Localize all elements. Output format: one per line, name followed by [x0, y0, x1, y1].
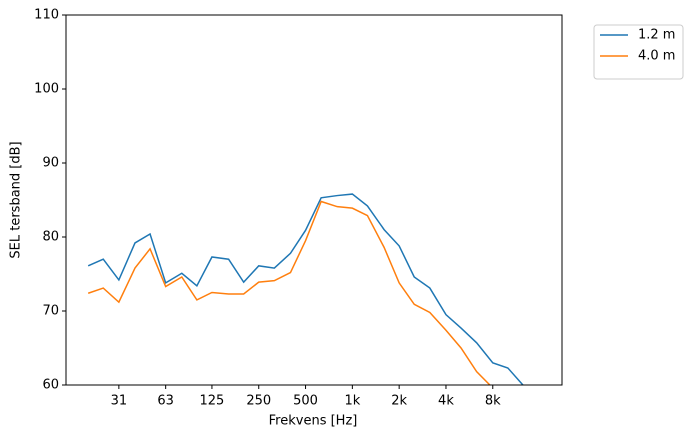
x-tick-label: 2k [391, 394, 407, 409]
x-axis-label: Frekvens [Hz] [269, 414, 358, 429]
series-line [87, 193, 524, 385]
series-line [87, 200, 491, 385]
legend-label: 1.2 m [638, 28, 675, 43]
plot-frame [65, 14, 563, 386]
legend-box [593, 24, 684, 80]
y-tick-label: 80 [42, 230, 59, 245]
x-tick-label: 8k [485, 394, 501, 409]
plot-lines [87, 193, 524, 385]
x-tick-label: 500 [293, 394, 318, 409]
y-tick-label: 60 [42, 378, 59, 393]
y-tick-label: 110 [34, 8, 59, 23]
y-tick-label: 70 [42, 304, 59, 319]
y-tick-label: 90 [42, 156, 59, 171]
y-axis-label: SEL tersband [dB] [9, 141, 24, 258]
x-tick-label: 250 [246, 394, 271, 409]
x-tick-label: 31 [111, 394, 128, 409]
x-tick-label: 1k [344, 394, 360, 409]
y-tick-label: 100 [34, 82, 59, 97]
legend-label: 4.0 m [638, 49, 675, 64]
x-tick-label: 125 [200, 394, 225, 409]
x-tick-label: 63 [157, 394, 174, 409]
x-tick-label: 4k [438, 394, 454, 409]
